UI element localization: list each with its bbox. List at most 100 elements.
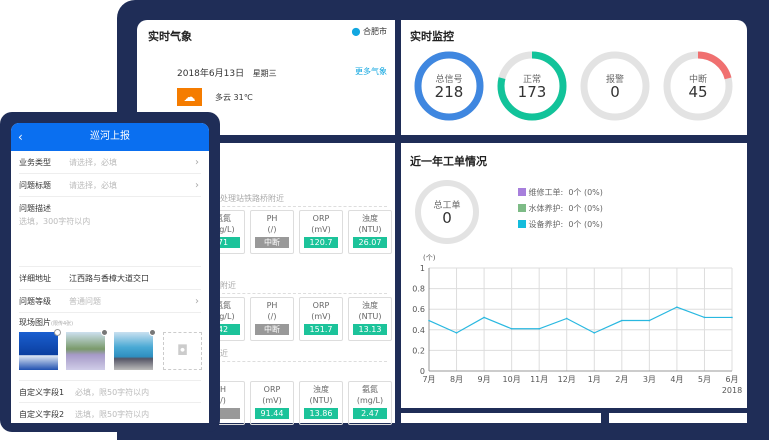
sensor-card[interactable]: 浊度 (NTU) 13.86 (299, 381, 343, 425)
weather-date: 2018年6月13日 (177, 69, 245, 79)
sensor-card[interactable]: ORP (mV) 151.7 (299, 297, 343, 341)
legend-item: 设备养护: 0个 (0%) (518, 219, 603, 235)
sensor-card[interactable]: PH (/) 中断 (250, 297, 294, 341)
x-tick-label: 10月 (503, 375, 521, 384)
y-tick-label: 0.2 (412, 346, 425, 355)
sensor-value: 2.47 (353, 408, 387, 419)
level-value: 普通问题 (69, 297, 101, 306)
x-tick-label: 3月 (643, 375, 656, 384)
x-tick-label: 8月 (450, 375, 463, 384)
sensor-card[interactable]: ORP (mV) 91.44 (250, 381, 294, 425)
y-tick-label: 0.4 (412, 326, 425, 335)
remove-photo-icon[interactable] (54, 329, 61, 336)
ring-value: 45 (688, 83, 708, 101)
photo-thumbnail[interactable] (19, 329, 61, 370)
total-value: 0 (442, 209, 452, 227)
sensor-card[interactable]: 氨氮 (mg/L) 2.47 (348, 381, 392, 425)
legend-swatch (518, 204, 526, 212)
field-label: 问题描述 (19, 204, 51, 213)
sensor-value: 13.86 (304, 408, 338, 419)
issue-level-field[interactable]: 问题等级 普通问题 › (19, 290, 201, 313)
total-label: 总工单 (433, 201, 461, 211)
station-name: 桥附近 (212, 281, 236, 290)
field-placeholder: 必填，限50字符以内 (75, 388, 150, 397)
sensor-value: 中断 (255, 324, 289, 335)
x-tick-label: 6月 (725, 375, 738, 384)
field-placeholder: 请选择，必填 (69, 181, 117, 190)
custom-field-2[interactable]: 自定义字段2 选填，限50字符以内 (19, 403, 201, 423)
x-tick-label: 7月 (422, 375, 435, 384)
y-axis-unit: (个) (423, 254, 436, 262)
divider (212, 361, 387, 362)
x-tick-label: 2月 (615, 375, 628, 384)
weather-weekday: 星期三 (252, 69, 277, 78)
field-placeholder: 请选择，必填 (69, 158, 117, 167)
remove-photo-icon[interactable] (101, 329, 108, 336)
sensor-name: 氨氮 (215, 214, 231, 223)
sensor-value: 中断 (255, 237, 289, 248)
status-ring-2[interactable]: 报警 0 (579, 50, 651, 122)
sensor-unit: (mV) (311, 312, 331, 321)
photo-thumbnail[interactable] (114, 329, 156, 370)
sensor-unit: (/) (267, 312, 277, 321)
bottom-panel-2 (609, 413, 747, 423)
monitor-panel: 实时监控 总信号 218 正常 173 报警 0 中断 45 (401, 20, 747, 135)
field-label: 自定义字段2 (19, 410, 65, 419)
legend-value: 0个 (0%) (568, 220, 603, 229)
legend-item: 维修工单: 0个 (0%) (518, 187, 603, 203)
field-label: 自定义字段1 (19, 388, 65, 397)
legend-item: 水体养护: 0个 (0%) (518, 203, 603, 219)
remove-photo-icon[interactable] (149, 329, 156, 336)
sensor-unit: (NTU) (358, 225, 382, 234)
location-pin-icon: ⬤ (351, 27, 361, 36)
sensor-name: ORP (312, 214, 330, 223)
sensor-card[interactable]: ORP (mV) 120.7 (299, 210, 343, 254)
business-type-field[interactable]: 业务类型 请选择，必填 › (19, 151, 201, 174)
data-point (565, 317, 568, 320)
field-placeholder: 选填，限50字符以内 (75, 410, 150, 419)
ring-label: 总信号 (435, 75, 463, 85)
add-photo-camera-icon[interactable]: ◘ (163, 332, 202, 370)
sensor-unit: (mV) (311, 225, 331, 234)
x-tick-label: 5月 (698, 375, 711, 384)
field-label: 详细地址 (19, 274, 51, 283)
legend-value: 0个 (0%) (568, 204, 603, 213)
sensor-value: 42 (206, 324, 240, 335)
city-selector[interactable]: ⬤ 合肥市 (352, 26, 388, 37)
data-point (731, 316, 733, 319)
sensor-name: 浊度 (362, 214, 378, 223)
issue-title-field[interactable]: 问题标题 请选择，必填 › (19, 174, 201, 197)
back-icon[interactable]: ‹ (18, 130, 23, 144)
status-ring-1[interactable]: 正常 173 (496, 50, 568, 122)
data-point (483, 316, 485, 319)
legend-value: 0个 (0%) (568, 188, 603, 197)
weather-title: 实时气象 (148, 30, 192, 43)
sensor-unit: (NTU) (358, 312, 382, 321)
legend-label: 水体养护: (528, 204, 564, 213)
address-field[interactable]: 详细地址 江西路与香樟大道交口 (19, 267, 201, 290)
sensor-name: ORP (312, 301, 330, 310)
sensor-card[interactable]: 浊度 (NTU) 13.13 (348, 297, 392, 341)
x-tick-label: 1月 (588, 375, 601, 384)
legend-label: 维修工单: (528, 188, 564, 197)
custom-field-1[interactable]: 自定义字段1 必填，限50字符以内 (19, 380, 201, 403)
photo-thumbnail[interactable] (66, 329, 108, 370)
status-ring-3[interactable]: 中断 45 (662, 50, 734, 122)
chevron-right-icon: › (195, 157, 199, 168)
partly-cloudy-icon: ☁ (177, 88, 202, 106)
legend-label: 设备养护: (528, 220, 564, 229)
data-point (510, 327, 513, 330)
more-weather-link[interactable]: 更多气象 (355, 67, 387, 76)
sensor-unit: (mg/L) (356, 396, 384, 405)
sensor-unit: (mV) (262, 396, 282, 405)
y-tick-label: 0.8 (412, 285, 425, 294)
sensor-card[interactable]: 浊度 (NTU) 26.07 (348, 210, 392, 254)
sensor-card[interactable]: PH (/) 中断 (250, 210, 294, 254)
city-name: 合肥市 (363, 27, 387, 36)
workorder-line-chart: 0 0.2 0.4 0.6 0.8 1 7月 8月 9月 10月 11月 12月 1月 2月 3月 4月 5月 6… (412, 254, 742, 395)
photos-label: 现场图片 (19, 318, 51, 327)
description-field[interactable]: 问题描述 选填，300字符以内 (19, 197, 201, 267)
data-point (703, 316, 706, 319)
status-ring-0[interactable]: 总信号 218 (413, 50, 485, 122)
divider (212, 206, 387, 207)
